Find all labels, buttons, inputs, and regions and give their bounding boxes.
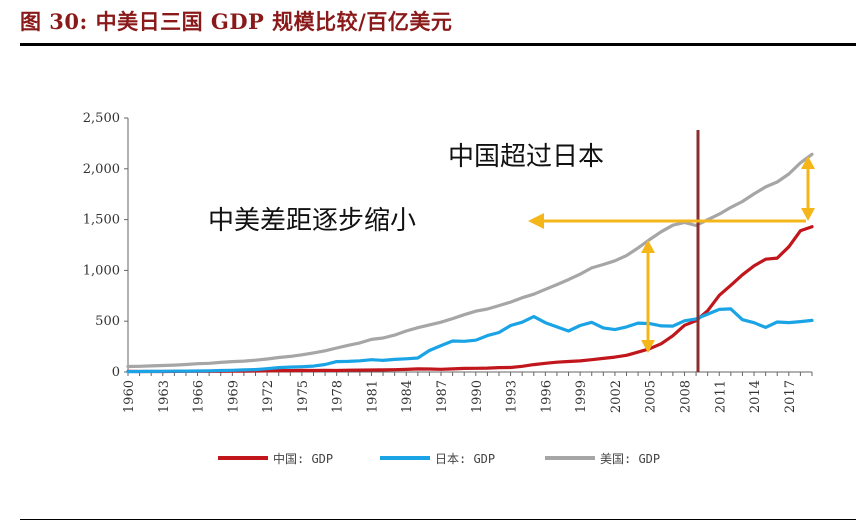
- x-tick-label: 2011: [713, 380, 728, 413]
- figure-title: 图 30: 中美日三国 GDP 规模比较/百亿美元: [20, 9, 453, 34]
- x-tick-label: 2005: [644, 380, 659, 413]
- gap-arrow-2019-bottom: [801, 208, 815, 221]
- x-tick-label: 2017: [783, 380, 798, 413]
- legend-label-0: 中国: GDP: [273, 451, 333, 466]
- x-tick-label: 1969: [226, 380, 241, 413]
- x-tick-label: 1984: [400, 380, 415, 413]
- x-tick-label: 1972: [261, 380, 276, 413]
- chart-annotations: 中国超过日本 中美差距逐步缩小: [208, 130, 815, 372]
- x-tick-label: 1999: [574, 380, 589, 413]
- bottom-rule: [20, 519, 856, 520]
- chart-legend: 中国: GDP 日本: GDP 美国: GDP: [218, 451, 660, 466]
- annotation-gap-narrowing: 中美差距逐步缩小: [208, 206, 416, 236]
- y-tick-label: 1,500: [83, 213, 120, 228]
- x-tick-label: 2008: [678, 380, 693, 413]
- x-tick-label: 1987: [435, 380, 450, 413]
- x-tick-label: 1978: [331, 380, 346, 413]
- y-tick-label: 0: [112, 365, 120, 380]
- y-tick-label: 500: [95, 314, 120, 329]
- x-tick-label: 1975: [296, 380, 311, 413]
- y-tick-label: 2,000: [83, 162, 120, 177]
- y-tick-label: 1,000: [83, 263, 120, 278]
- chart-series: [126, 152, 814, 374]
- gap-arrow-horizontal-head: [528, 213, 544, 229]
- x-tick-label: 1960: [122, 380, 137, 413]
- gap-arrow-2019-top: [801, 156, 815, 169]
- gap-arrow-2005-bottom: [641, 340, 655, 353]
- legend-label-1: 日本: GDP: [435, 452, 495, 466]
- legend-label-2: 美国: GDP: [600, 452, 660, 466]
- y-tick-label: 2,500: [83, 111, 120, 126]
- title-rule: [20, 43, 856, 46]
- x-tick-label: 2002: [609, 380, 624, 413]
- x-tick-label: 1963: [157, 380, 172, 413]
- x-tick-label: 1990: [470, 380, 485, 413]
- gap-arrow-2005-top: [641, 240, 655, 253]
- annotation-china-overtakes-japan: 中国超过日本: [448, 142, 604, 172]
- series-line-2: [126, 152, 814, 369]
- x-tick-label: 1996: [539, 380, 554, 413]
- x-tick-label: 1981: [365, 380, 380, 413]
- series-line-0: [126, 225, 814, 374]
- x-tick-label: 1993: [505, 380, 520, 413]
- x-tick-label: 1966: [192, 380, 207, 413]
- x-tick-label: 2014: [748, 380, 763, 413]
